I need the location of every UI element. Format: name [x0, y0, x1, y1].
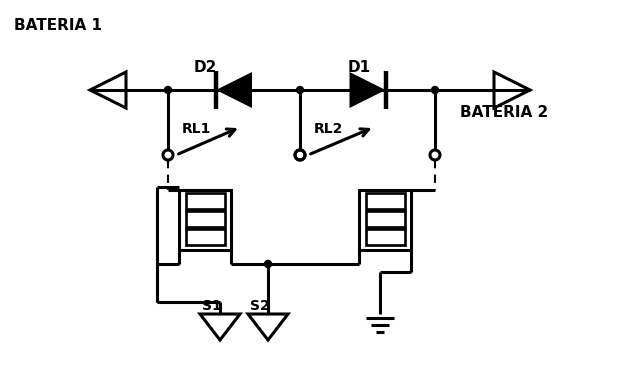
Bar: [179, 190, 231, 250]
Bar: [185, 230, 225, 245]
Text: S1: S1: [202, 299, 222, 313]
Text: D2: D2: [194, 60, 217, 75]
Text: BATERIA 1: BATERIA 1: [14, 18, 102, 33]
Bar: [185, 211, 225, 227]
Text: S2: S2: [250, 299, 270, 313]
Bar: [185, 194, 225, 209]
Circle shape: [432, 87, 439, 93]
Text: BATERIA 2: BATERIA 2: [460, 105, 548, 120]
Bar: [366, 230, 404, 245]
Polygon shape: [349, 72, 385, 108]
Text: D1: D1: [347, 60, 371, 75]
Polygon shape: [216, 72, 252, 108]
Circle shape: [164, 87, 171, 93]
Text: RL1: RL1: [182, 122, 211, 136]
Text: RL2: RL2: [314, 122, 344, 136]
Bar: [366, 194, 404, 209]
Circle shape: [297, 87, 304, 93]
Circle shape: [265, 261, 272, 267]
Bar: [366, 211, 404, 227]
Bar: [359, 190, 411, 250]
